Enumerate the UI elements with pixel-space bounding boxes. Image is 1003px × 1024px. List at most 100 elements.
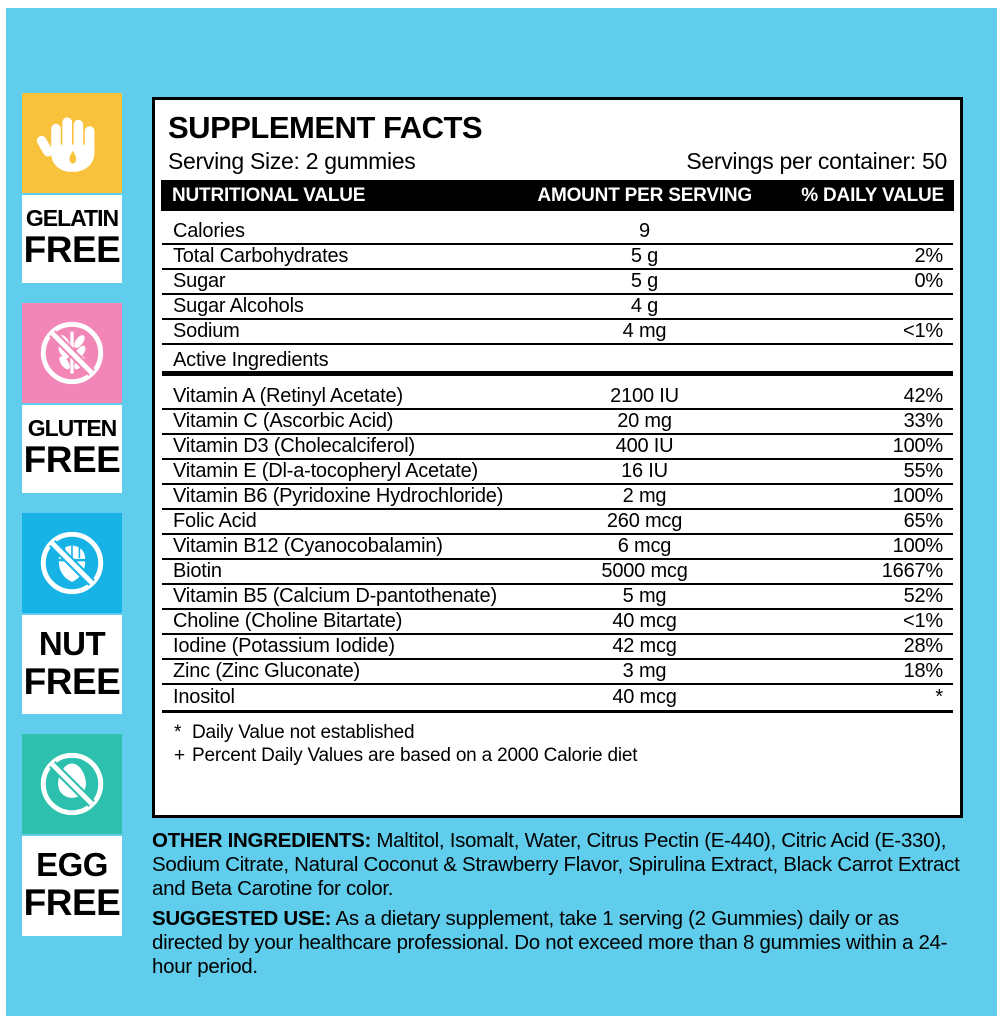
row-amount: 4 g <box>630 295 659 318</box>
row-dv: <1% <box>903 320 943 343</box>
col-amount-per-serving: AMOUNT PER SERVING <box>537 184 752 206</box>
row-amount: 40 mcg <box>612 686 677 709</box>
row-dv: 42% <box>903 385 944 408</box>
nutrition-row: Sodium 4 mg <1% <box>162 320 953 346</box>
serving-row: Serving Size: 2 gummies Servings per con… <box>168 148 947 174</box>
row-name: Sugar Alcohols <box>173 295 304 318</box>
row-name: Vitamin B6 (Pyridoxine Hydrochloride) <box>173 485 504 508</box>
row-dv: 1667% <box>881 560 943 583</box>
active-ingredients-header: Active Ingredients <box>162 345 953 377</box>
no-egg-icon <box>22 734 122 835</box>
row-amount: 16 IU <box>621 460 668 483</box>
row-name: Choline (Choline Bitartate) <box>173 610 403 633</box>
row-dv: 2% <box>914 245 943 268</box>
row-name: Calories <box>173 220 245 243</box>
row-name: Folic Acid <box>173 510 257 533</box>
badge-gluten-free-label: GLUTEN FREE <box>22 405 122 494</box>
row-name: Zinc (Zinc Gluconate) <box>173 660 360 683</box>
badge-line2: FREE <box>23 660 121 702</box>
row-amount: 42 mcg <box>612 635 677 658</box>
row-name: Vitamin C (Ascorbic Acid) <box>173 410 394 433</box>
no-nut-icon <box>22 513 122 614</box>
footnote-mark: + <box>174 745 185 767</box>
row-dv: 28% <box>903 635 944 658</box>
row-amount: 3 mg <box>622 660 667 683</box>
ingredient-row: Vitamin B5 (Calcium D-pantothenate) 5 mg… <box>162 585 953 611</box>
row-name: Vitamin B12 (Cyanocobalamin) <box>173 535 443 558</box>
row-dv: 52% <box>903 585 944 608</box>
badge-line1: GLUTEN <box>27 415 118 442</box>
nutrition-row: Calories 9 <box>162 220 953 246</box>
table-column-header: NUTRITIONAL VALUE AMOUNT PER SERVING % D… <box>161 180 954 212</box>
row-amount: 40 mcg <box>612 610 677 633</box>
row-name: Total Carbohydrates <box>173 245 349 268</box>
row-name: Sodium <box>173 320 240 343</box>
suggested-use-label: SUGGESTED USE: <box>152 907 332 930</box>
supplement-facts-panel: SUPPLEMENT FACTS Serving Size: 2 gummies… <box>152 97 963 818</box>
row-name: Inositol <box>173 686 235 709</box>
row-name: Iodine (Potassium Iodide) <box>173 635 395 658</box>
ingredient-row: Biotin 5000 mcg 1667% <box>162 560 953 586</box>
suggested-use-paragraph: SUGGESTED USE: As a dietary supplement, … <box>152 907 965 980</box>
footnote-text: Daily Value not established <box>192 722 415 744</box>
row-dv: 65% <box>903 510 944 533</box>
badge-gelatin-free: GELATIN FREE <box>22 93 122 284</box>
ingredient-row: Zinc (Zinc Gluconate) 3 mg 18% <box>162 660 953 686</box>
badge-egg-free: EGG FREE <box>22 734 122 936</box>
badge-line2: FREE <box>23 881 121 923</box>
ingredient-row: Vitamin B6 (Pyridoxine Hydrochloride) 2 … <box>162 485 953 511</box>
row-amount: 2 mg <box>622 485 667 508</box>
ingredient-row: Vitamin E (Dl-a-tocopheryl Acetate) 16 I… <box>162 460 953 486</box>
col-daily-value: % DAILY VALUE <box>801 184 944 206</box>
row-dv: 55% <box>903 460 944 483</box>
row-dv: 100% <box>892 535 944 558</box>
row-amount: 400 IU <box>615 435 674 458</box>
row-amount: 2100 IU <box>610 385 679 408</box>
ingredient-row: Vitamin C (Ascorbic Acid) 20 mg 33% <box>162 410 953 436</box>
row-amount: 5 mg <box>622 585 667 608</box>
footnote: + Percent Daily Values are based on a 20… <box>162 744 953 767</box>
gelatin-hand-icon <box>22 93 122 193</box>
nutrition-row: Sugar 5 g 0% <box>162 270 953 296</box>
footnote: * Daily Value not established <box>162 721 953 744</box>
other-ingredients-paragraph: OTHER INGREDIENTS: Maltitol, Isomalt, Wa… <box>152 829 965 902</box>
badge-gluten-free: GLUTEN FREE <box>22 303 122 494</box>
row-amount: 5 g <box>630 245 659 268</box>
row-amount: 5 g <box>630 270 659 293</box>
row-amount: 9 <box>639 220 650 243</box>
badge-line1: GELATIN <box>25 205 119 231</box>
badge-egg-free-label: EGG FREE <box>22 836 122 936</box>
row-amount: 260 mcg <box>606 510 683 533</box>
row-amount: 4 mg <box>622 320 667 343</box>
row-name: Vitamin A (Retinyl Acetate) <box>173 385 403 408</box>
footnotes: * Daily Value not established + Percent … <box>162 710 953 777</box>
panel-header: SUPPLEMENT FACTS Serving Size: 2 gummies… <box>155 100 960 180</box>
row-dv: 0% <box>914 270 943 293</box>
badge-line1: EGG <box>36 846 108 884</box>
row-amount: 6 mcg <box>617 535 672 558</box>
no-gluten-icon <box>22 303 122 404</box>
row-name: Vitamin D3 (Cholecalciferol) <box>173 435 415 458</box>
row-dv: * <box>935 686 943 709</box>
badge-nut-free-label: NUT FREE <box>22 615 122 715</box>
ingredient-row: Vitamin A (Retinyl Acetate) 2100 IU 42% <box>162 385 953 411</box>
ingredient-row: Choline (Choline Bitartate) 40 mcg <1% <box>162 610 953 636</box>
badge-line2: FREE <box>23 439 121 481</box>
footnote-mark: * <box>174 722 182 744</box>
serving-size: Serving Size: 2 gummies <box>168 147 416 174</box>
row-name: Vitamin B5 (Calcium D-pantothenate) <box>173 585 497 608</box>
row-name: Sugar <box>173 270 226 293</box>
nutrition-row: Sugar Alcohols 4 g <box>162 295 953 321</box>
servings-per-container: Servings per container: 50 <box>686 147 947 174</box>
badge-line2: FREE <box>23 229 121 271</box>
nutrition-row: Total Carbohydrates 5 g 2% <box>162 245 953 271</box>
row-name: Biotin <box>173 560 222 583</box>
badge-line1: NUT <box>38 625 106 663</box>
badge-column: GELATIN FREE GLUTEN F <box>22 93 122 956</box>
badge-gelatin-free-label: GELATIN FREE <box>22 195 122 284</box>
panel-title: SUPPLEMENT FACTS <box>168 110 483 145</box>
row-dv: 100% <box>892 435 944 458</box>
ingredient-rows: Vitamin A (Retinyl Acetate) 2100 IU 42% … <box>162 376 953 710</box>
row-amount: 5000 mcg <box>601 560 688 583</box>
other-ingredients-text: Maltitol, Isomalt, Water, Citrus Pectin … <box>152 829 960 901</box>
